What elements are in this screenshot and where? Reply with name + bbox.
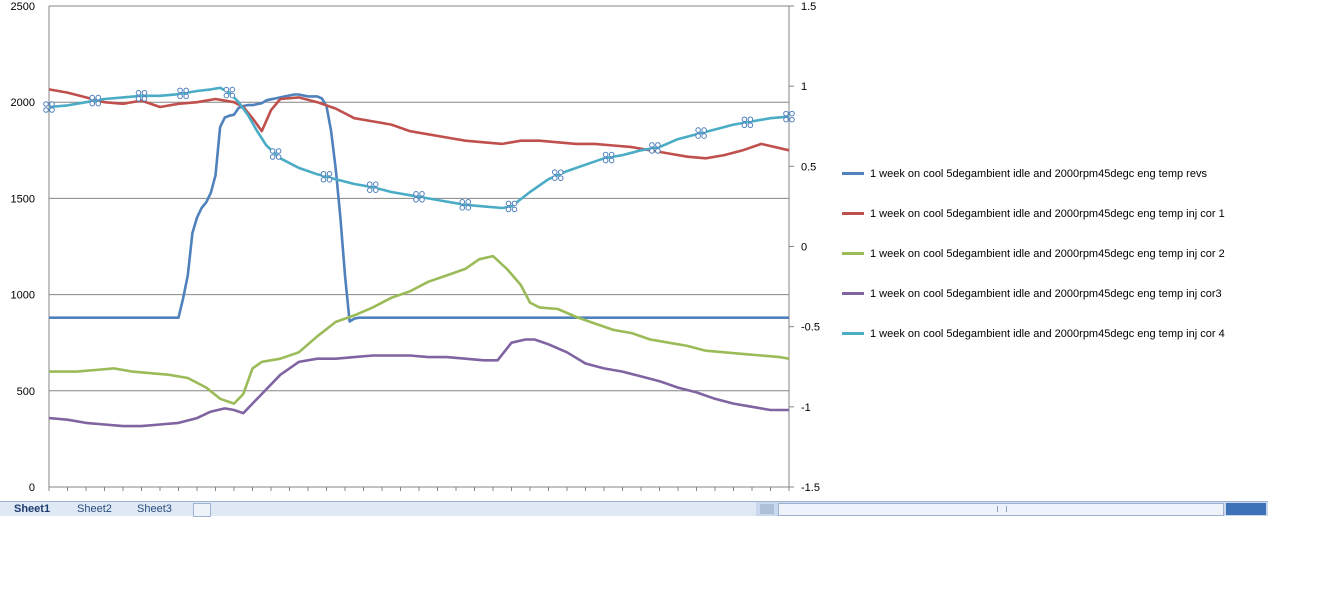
left-axis-tick-label: 1000: [11, 290, 35, 302]
legend-label: 1 week on cool 5degambient idle and 2000…: [870, 248, 1225, 260]
series-line-3: [49, 254, 790, 405]
scrollbar-thumb[interactable]: [778, 503, 1224, 516]
left-axis-tick-label: 2000: [11, 97, 35, 109]
series-line-1: [49, 93, 789, 323]
scroll-left-icon[interactable]: [760, 504, 774, 514]
line-chart: 0 500 1000 1500 2000 2500 -1.5 -1 -0.5 0 0.5 1 1.5: [11, 1, 820, 494]
series-marker: [135, 89, 148, 102]
legend-item: 1 week on cool 5degambient idle and 2000…: [842, 286, 1262, 326]
legend-swatch: [842, 212, 864, 215]
right-axis-tick-label: 0: [801, 242, 807, 254]
sheet-tab-sheet2[interactable]: Sheet2: [77, 503, 112, 515]
series-marker: [741, 116, 754, 129]
right-axis-tick-label: -1: [801, 402, 811, 414]
series-marker: [783, 110, 795, 123]
series-marker: [366, 181, 379, 193]
right-axis-tick-label: -0.5: [801, 322, 820, 334]
legend-item: 1 week on cool 5degambient idle and 2000…: [842, 246, 1262, 286]
legend-item: 1 week on cool 5degambient idle and 2000…: [842, 166, 1262, 206]
left-axis-tick-label: 0: [29, 482, 35, 494]
series-marker: [43, 101, 55, 113]
series-marker: [269, 148, 282, 160]
chart-legend: 1 week on cool 5degambient idle and 2000…: [842, 166, 1262, 366]
right-axis-tick-label: 1: [801, 81, 807, 93]
series-marker: [505, 200, 518, 213]
grip-icon: [997, 506, 1007, 512]
right-axis-tick-label: 1.5: [801, 1, 816, 13]
right-axis-tick-label: 0.5: [801, 161, 816, 173]
scroll-right-icon[interactable]: [1226, 503, 1266, 515]
series-marker: [649, 142, 661, 154]
series-marker: [459, 199, 472, 211]
series-marker: [695, 127, 707, 139]
left-axis-tick-label: 2500: [11, 1, 35, 13]
left-axis-tick-label: 500: [17, 386, 35, 398]
legend-swatch: [842, 292, 864, 295]
sheet-tab-sheet3[interactable]: Sheet3: [137, 503, 172, 515]
legend-label: 1 week on cool 5degambient idle and 2000…: [870, 328, 1225, 340]
series-marker: [320, 170, 333, 183]
legend-swatch: [842, 172, 864, 175]
sheet-tab-sheet1[interactable]: Sheet1: [14, 503, 51, 515]
series-line-2: [48, 88, 790, 160]
legend-swatch: [842, 332, 864, 335]
series-marker: [551, 169, 564, 181]
legend-label: 1 week on cool 5degambient idle and 2000…: [870, 168, 1207, 180]
legend-item: 1 week on cool 5degambient idle and 2000…: [842, 326, 1262, 366]
series-line-4: [48, 338, 789, 428]
horizontal-scrollbar[interactable]: [756, 501, 1268, 516]
legend-label: 1 week on cool 5degambient idle and 2000…: [870, 288, 1222, 300]
series-marker: [223, 86, 236, 99]
series-marker: [413, 190, 425, 203]
series-marker: [602, 151, 615, 164]
legend-label: 1 week on cool 5degambient idle and 2000…: [870, 208, 1225, 220]
insert-sheet-icon[interactable]: [193, 503, 211, 517]
series-marker: [89, 94, 102, 107]
legend-item: 1 week on cool 5degambient idle and 2000…: [842, 206, 1262, 246]
right-axis-tick-label: -1.5: [801, 482, 820, 494]
series-line-5: [48, 86, 790, 210]
legend-swatch: [842, 252, 864, 255]
left-axis-tick-label: 1500: [11, 193, 35, 205]
series-marker: [177, 87, 189, 100]
